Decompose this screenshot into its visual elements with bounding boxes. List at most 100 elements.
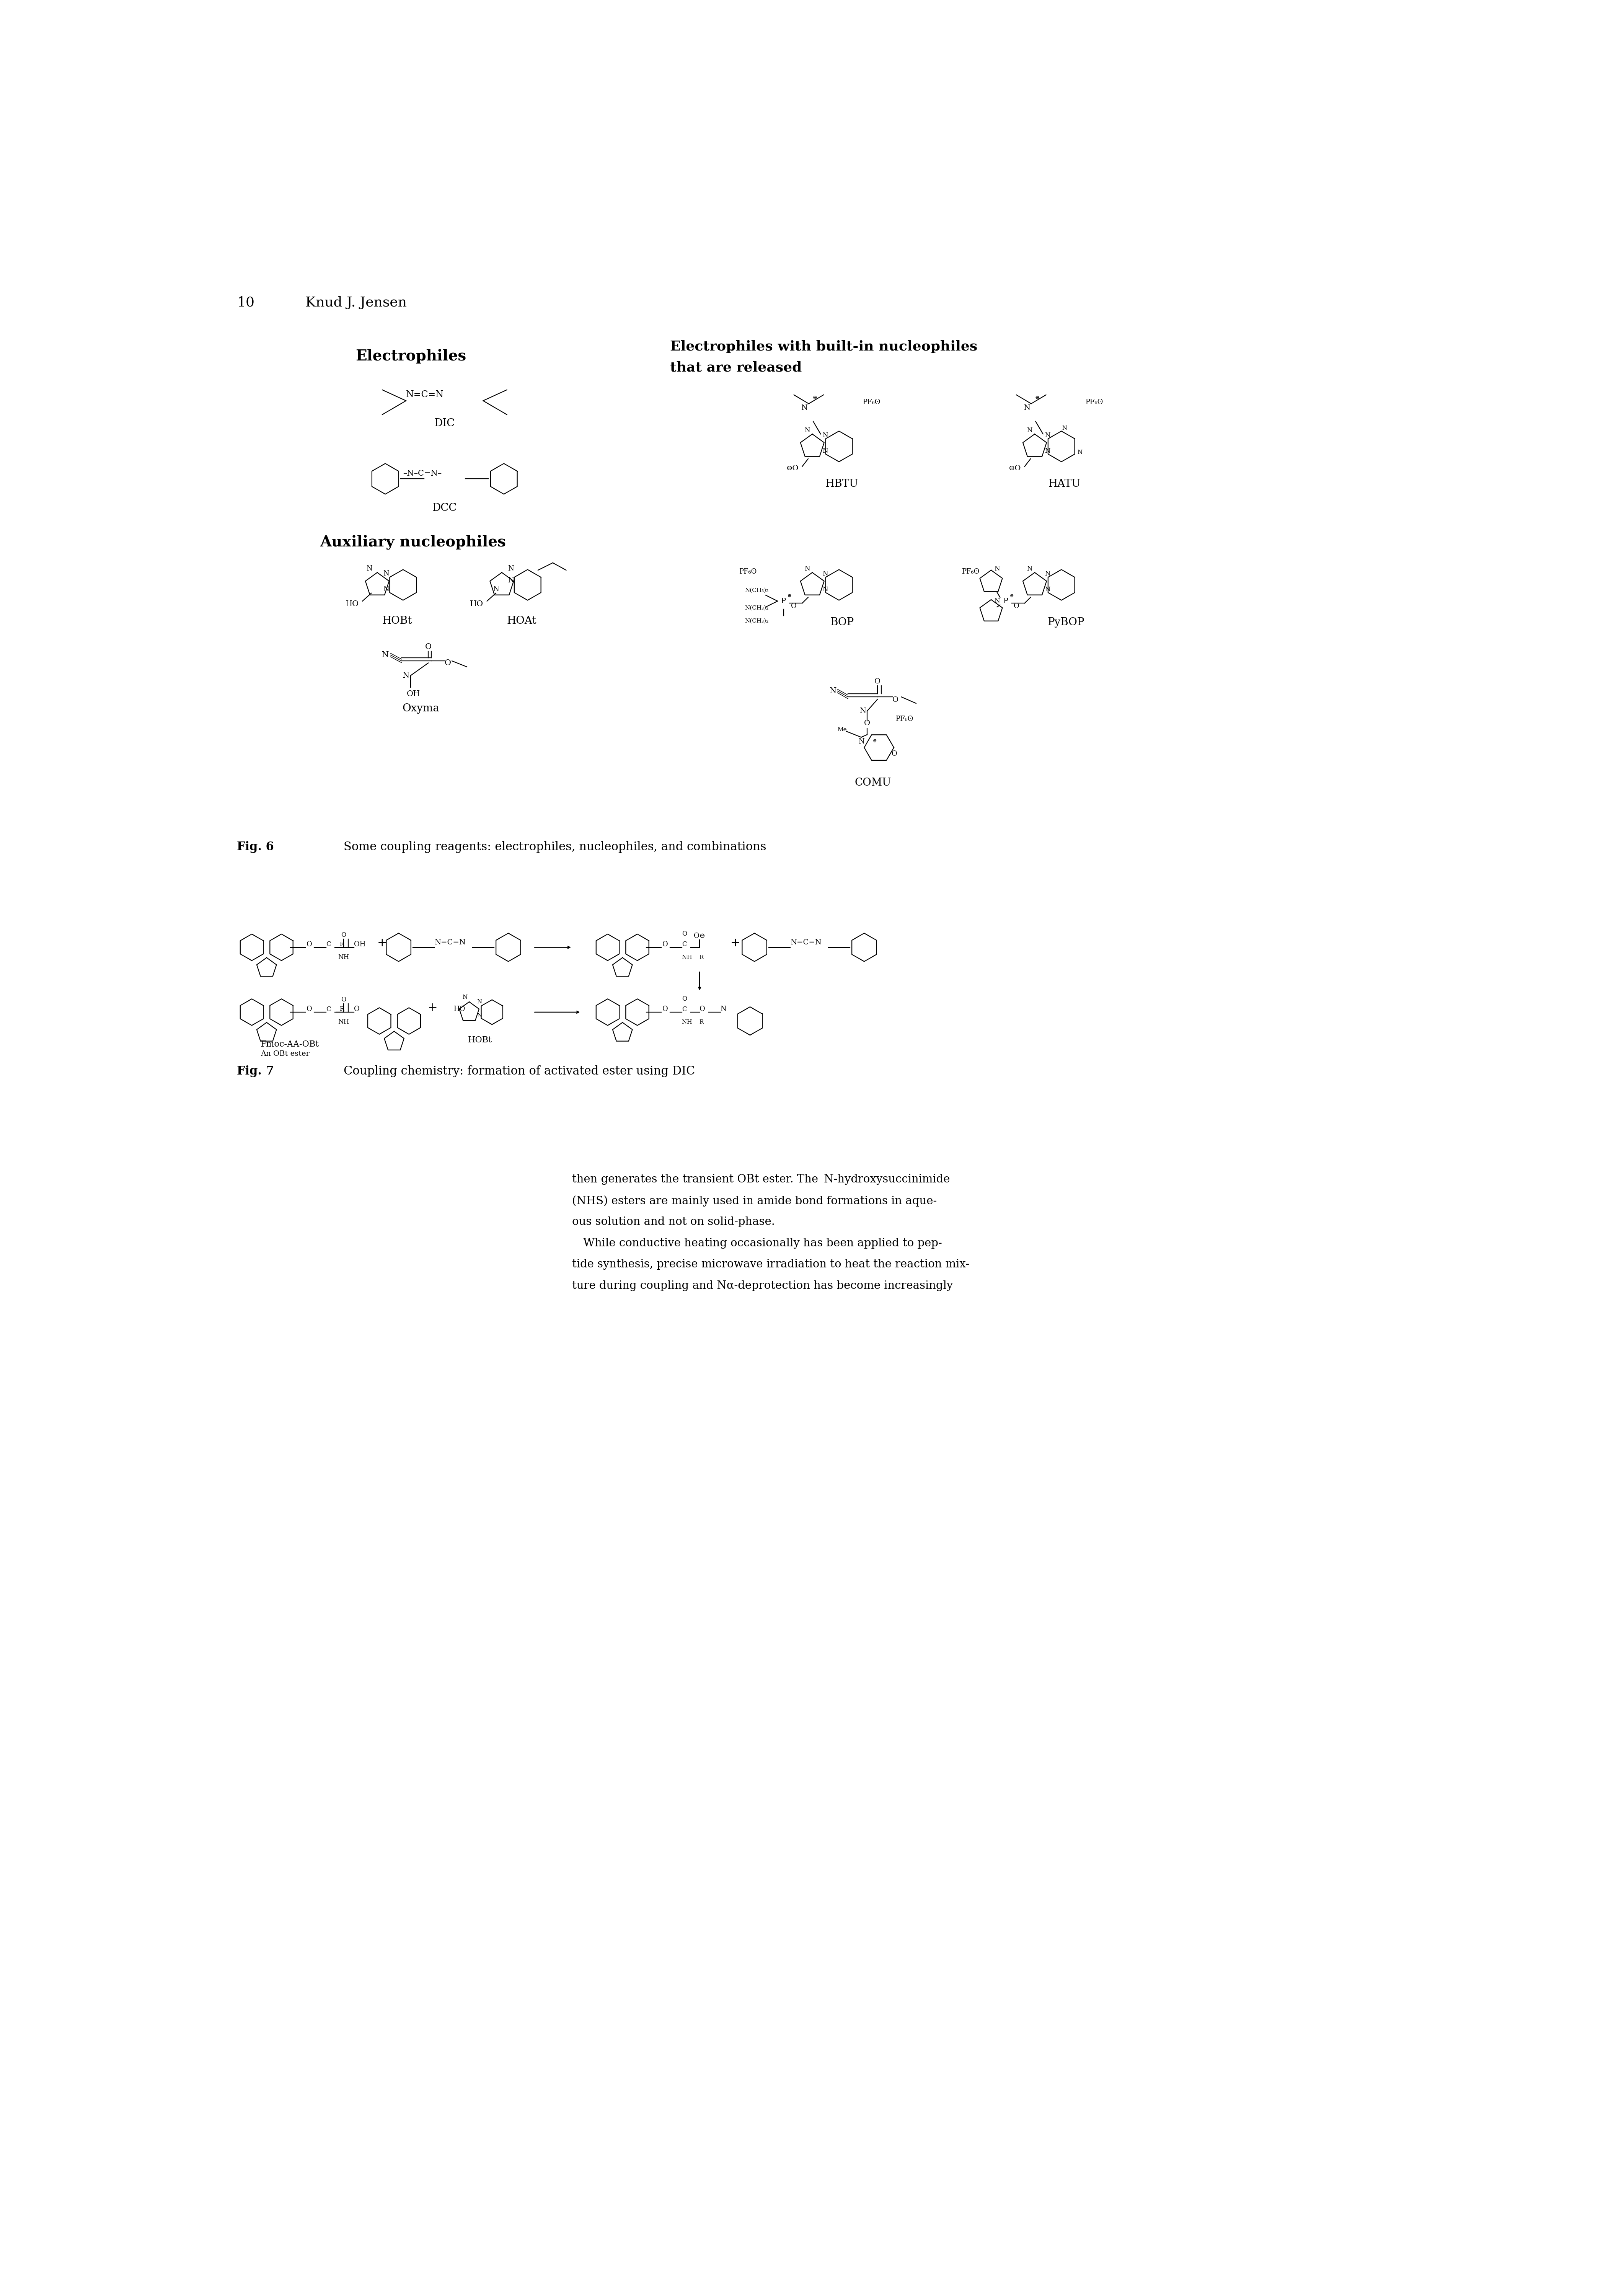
Text: N: N <box>830 687 836 696</box>
Text: that are released: that are released <box>670 360 802 374</box>
Text: ⊕: ⊕ <box>1034 395 1039 400</box>
Text: ⊖O: ⊖O <box>786 466 799 473</box>
Text: N: N <box>1023 404 1029 411</box>
Text: HOBt: HOBt <box>469 1035 493 1045</box>
Text: +: + <box>377 937 387 948</box>
Text: N: N <box>822 432 828 439</box>
Text: HO: HO <box>345 602 359 608</box>
Text: P: P <box>1004 597 1008 604</box>
Text: N=C=N: N=C=N <box>789 939 822 946</box>
Text: N: N <box>1044 432 1050 439</box>
Text: N: N <box>1044 585 1050 592</box>
Text: +: + <box>730 937 739 948</box>
Text: NH    R: NH R <box>681 955 704 960</box>
Text: C: C <box>681 941 686 948</box>
Text: An OBt ester: An OBt ester <box>261 1052 309 1058</box>
Text: N=C=N: N=C=N <box>435 939 466 946</box>
Text: DIC: DIC <box>435 418 454 429</box>
Text: O: O <box>354 1006 359 1013</box>
Text: N: N <box>804 427 810 434</box>
Text: N: N <box>994 565 1000 572</box>
Text: ⊖O: ⊖O <box>1008 466 1021 473</box>
Text: HOAt: HOAt <box>507 615 536 627</box>
Text: NH: NH <box>338 953 350 960</box>
Text: N: N <box>822 569 828 576</box>
Text: OH: OH <box>354 941 366 948</box>
Text: N: N <box>383 585 390 592</box>
Text: NH    R: NH R <box>681 1019 704 1024</box>
Text: C: C <box>681 1006 686 1013</box>
Text: O: O <box>662 941 669 948</box>
Text: N: N <box>822 585 828 592</box>
Text: N: N <box>462 994 467 1001</box>
Text: N: N <box>1078 450 1083 455</box>
Text: ⊕: ⊕ <box>1010 595 1013 599</box>
Text: O: O <box>445 659 451 666</box>
Text: ⊕: ⊕ <box>788 595 791 599</box>
Text: N: N <box>801 404 807 411</box>
Text: PF₆ʘ: PF₆ʘ <box>739 567 757 574</box>
Text: O: O <box>891 751 897 758</box>
Text: PF₆ʘ: PF₆ʘ <box>896 716 913 723</box>
Text: N: N <box>493 585 499 592</box>
Text: +: + <box>429 1001 438 1013</box>
Text: HO: HO <box>453 1006 466 1013</box>
Text: DCC: DCC <box>432 503 458 514</box>
Text: HO: HO <box>470 602 483 608</box>
Text: N: N <box>507 565 514 572</box>
Text: While conductive heating occasionally has been applied to pep-: While conductive heating occasionally ha… <box>572 1238 942 1249</box>
Text: O: O <box>306 1006 313 1013</box>
Text: O: O <box>662 1006 669 1013</box>
Text: N: N <box>859 739 863 746</box>
Text: Auxiliary nucleophiles: Auxiliary nucleophiles <box>321 535 506 549</box>
Text: Fig. 6: Fig. 6 <box>237 840 274 854</box>
Text: N: N <box>994 597 1000 604</box>
Text: ⊕: ⊕ <box>812 395 817 400</box>
Text: R: R <box>340 941 343 946</box>
Text: N: N <box>1062 425 1066 432</box>
Text: N=C=N: N=C=N <box>406 390 445 400</box>
Text: N: N <box>822 448 828 455</box>
Text: (NHS) esters are mainly used in amide bond formations in aque-: (NHS) esters are mainly used in amide bo… <box>572 1196 938 1205</box>
Text: C: C <box>325 941 330 948</box>
Text: BOP: BOP <box>830 618 854 627</box>
Text: then generates the transient OBt ester. The  N-hydroxysuccinimide: then generates the transient OBt ester. … <box>572 1173 950 1185</box>
Text: Electrophiles with built-in nucleophiles: Electrophiles with built-in nucleophiles <box>670 340 978 354</box>
Text: HOBt: HOBt <box>382 615 412 627</box>
Text: R: R <box>340 1006 343 1013</box>
Text: N: N <box>859 707 867 714</box>
Text: PF₆ʘ: PF₆ʘ <box>962 567 979 574</box>
Text: O⊖: O⊖ <box>694 932 706 939</box>
Text: N: N <box>1026 427 1033 434</box>
Text: 10: 10 <box>237 296 255 310</box>
Text: N: N <box>366 565 372 572</box>
Text: O: O <box>681 996 686 1001</box>
Text: N: N <box>383 569 390 576</box>
Text: O: O <box>342 932 346 939</box>
Text: Knud J. Jensen: Knud J. Jensen <box>304 296 406 310</box>
Text: N: N <box>477 1013 482 1019</box>
Text: N: N <box>507 576 514 583</box>
Text: O: O <box>863 721 870 728</box>
Text: O: O <box>699 1006 706 1013</box>
Text: O: O <box>791 602 797 608</box>
Text: Electrophiles: Electrophiles <box>356 349 466 363</box>
Text: ous solution and not on solid-phase.: ous solution and not on solid-phase. <box>572 1217 775 1228</box>
Text: Fig. 7: Fig. 7 <box>237 1065 274 1077</box>
Text: tide synthesis, precise microwave irradiation to heat the reaction mix-: tide synthesis, precise microwave irradi… <box>572 1258 970 1270</box>
Text: N(CH₃)₂: N(CH₃)₂ <box>744 618 768 625</box>
Text: N: N <box>382 652 388 659</box>
Text: PyBOP: PyBOP <box>1047 618 1084 627</box>
Text: N: N <box>1044 448 1050 455</box>
Text: O: O <box>342 996 346 1003</box>
Text: O: O <box>425 643 432 650</box>
Text: HATU: HATU <box>1049 480 1081 489</box>
Text: N: N <box>477 999 482 1006</box>
Text: P: P <box>781 597 786 604</box>
Text: C: C <box>325 1006 330 1013</box>
Text: N(CH₃)₂: N(CH₃)₂ <box>744 588 768 592</box>
Text: HBTU: HBTU <box>825 480 859 489</box>
Text: N(CH₃)₂: N(CH₃)₂ <box>744 606 768 611</box>
Text: O: O <box>892 696 899 703</box>
Text: COMU: COMU <box>855 778 891 788</box>
